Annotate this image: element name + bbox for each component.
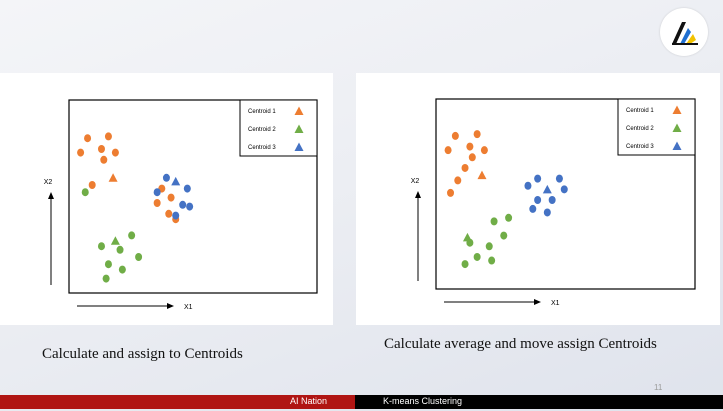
legend-label: Centroid 1 — [248, 109, 276, 115]
data-point — [167, 193, 175, 202]
legend-marker — [294, 142, 304, 151]
data-point — [534, 196, 542, 204]
data-point — [444, 146, 452, 155]
data-point — [81, 188, 89, 197]
x-axis-label: X1 — [551, 300, 560, 307]
data-point — [461, 163, 469, 172]
plot-frame — [435, 98, 696, 290]
data-point — [116, 245, 124, 254]
legend-label: Centroid 3 — [626, 144, 654, 150]
legend-marker — [672, 141, 682, 150]
legend-marker — [672, 105, 682, 114]
data-point — [135, 253, 143, 261]
y-axis-label: X2 — [411, 178, 420, 185]
data-point — [473, 130, 481, 139]
data-point — [186, 202, 194, 211]
right-chart-panel: X2 X1 Centroid 1 Centroid 2 Centroid 3 — [356, 73, 720, 325]
data-point — [543, 208, 551, 217]
y-axis-label: X2 — [44, 179, 53, 186]
centroid-marker — [171, 176, 181, 186]
legend-label: Centroid 2 — [248, 127, 276, 133]
footer-accent — [0, 395, 355, 409]
data-point — [488, 256, 496, 265]
x-axis-arrowhead — [167, 303, 174, 309]
data-point — [468, 153, 476, 162]
slide-number: 11 — [654, 383, 663, 392]
legend-label: Centroid 3 — [248, 145, 276, 151]
data-point — [172, 211, 180, 220]
data-point — [97, 145, 105, 153]
centroid-marker — [110, 236, 120, 245]
data-point — [179, 200, 187, 209]
data-point — [88, 181, 96, 189]
k-means-assign-chart: X2 X1 Centroid 1 Centroid 2 Centroid 3 — [44, 99, 318, 311]
footer-brand: AI Nation — [290, 396, 328, 406]
y-axis-arrowhead — [415, 191, 421, 198]
data-point — [480, 146, 488, 155]
data-point — [555, 174, 563, 183]
legend-box — [617, 98, 696, 156]
data-point — [505, 213, 513, 222]
data-point — [84, 134, 92, 143]
footer-bar: AI Nation K-means Clustering — [0, 395, 723, 409]
k-means-update-chart: X2 X1 Centroid 1 Centroid 2 Centroid 3 — [411, 98, 696, 307]
data-point — [162, 173, 170, 182]
data-point — [454, 176, 462, 185]
left-caption: Calculate and assign to Centroids — [42, 346, 243, 362]
data-point — [128, 231, 136, 240]
data-point — [560, 185, 568, 194]
right-caption: Calculate average and move assign Centro… — [384, 336, 657, 352]
footer-topic: K-means Clustering — [383, 396, 463, 406]
data-point — [451, 131, 459, 140]
data-point — [485, 242, 493, 251]
left-chart-panel: X2 X1 Centroid 1 Centroid 2 Centroid 3 — [0, 73, 333, 325]
centroid-marker — [542, 184, 552, 194]
legend-box — [239, 99, 318, 157]
data-point — [548, 196, 556, 204]
legend-marker — [294, 106, 304, 115]
y-axis-arrowhead — [48, 192, 54, 199]
data-point — [466, 142, 474, 151]
legend-label: Centroid 1 — [626, 108, 654, 114]
centroid-marker — [108, 173, 118, 182]
plot-frame — [68, 99, 318, 294]
data-point — [104, 132, 112, 141]
data-point — [118, 265, 126, 274]
legend-marker — [672, 123, 682, 132]
x-axis-label: X1 — [184, 304, 193, 311]
data-point — [104, 260, 112, 269]
data-point — [490, 217, 498, 226]
data-point — [77, 148, 85, 157]
data-point — [153, 188, 161, 197]
data-point — [153, 199, 161, 207]
data-point — [447, 188, 455, 197]
data-point — [97, 242, 105, 251]
data-point — [183, 184, 191, 193]
centroid-marker — [477, 170, 487, 180]
data-point — [529, 204, 537, 213]
data-point — [461, 260, 469, 269]
legend-label: Centroid 2 — [626, 126, 654, 132]
x-axis-arrowhead — [534, 299, 541, 305]
centroid-marker — [462, 232, 472, 242]
legend-marker — [294, 124, 304, 133]
ai-nation-logo-icon — [660, 8, 708, 56]
data-point — [165, 209, 173, 218]
data-point — [524, 181, 532, 190]
data-point — [473, 252, 481, 261]
data-point — [111, 148, 119, 157]
data-point — [100, 155, 108, 164]
data-point — [102, 274, 110, 283]
data-point — [534, 174, 542, 183]
data-point — [500, 231, 508, 240]
